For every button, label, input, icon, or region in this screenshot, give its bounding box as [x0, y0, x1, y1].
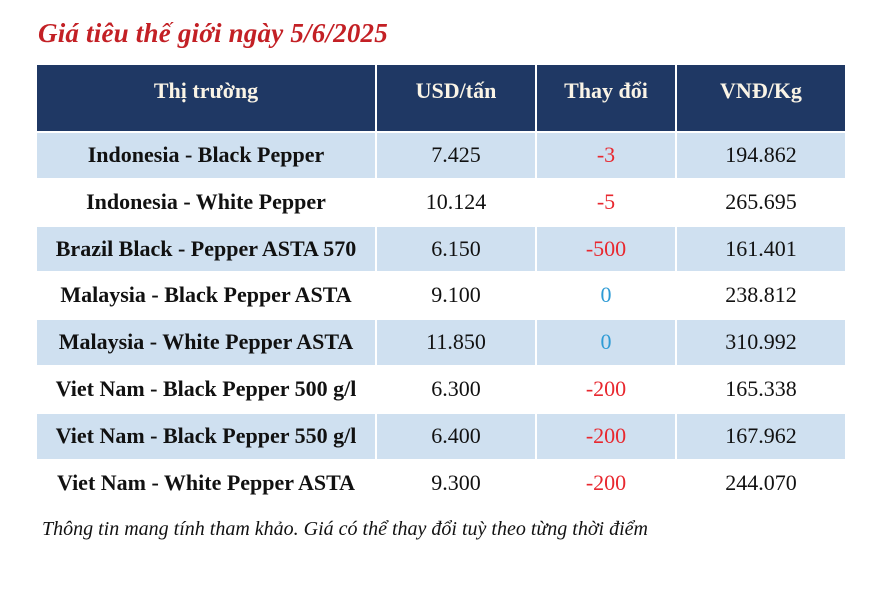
disclaimer-note: Thông tin mang tính tham khảo. Giá có th… [42, 517, 648, 540]
usd-cell: 10.124 [375, 177, 537, 227]
column-header-market: Thị trường [35, 63, 377, 133]
table-row: Brazil Black - Pepper ASTA 570 6.150 -50… [35, 224, 847, 274]
change-cell: -200 [535, 411, 677, 461]
table-row: Viet Nam - Black Pepper 550 g/l 6.400 -2… [35, 411, 847, 461]
market-cell: Indonesia - Black Pepper [35, 131, 377, 180]
usd-cell: 6.300 [375, 365, 537, 414]
page-title: Giá tiêu thế giới ngày 5/6/2025 [38, 18, 388, 48]
vnd-cell: 238.812 [675, 271, 847, 321]
market-cell: Viet Nam - Black Pepper 500 g/l [35, 365, 377, 414]
vnd-cell: 194.862 [675, 131, 847, 180]
change-cell: -5 [535, 177, 677, 227]
table-body: Indonesia - Black Pepper 7.425 -3 194.86… [35, 131, 847, 508]
column-header-vnd: VNĐ/Kg [675, 63, 847, 133]
vnd-cell: 244.070 [675, 458, 847, 508]
vnd-cell: 310.992 [675, 318, 847, 368]
table-row: Viet Nam - Black Pepper 500 g/l 6.300 -2… [35, 365, 847, 414]
market-cell: Malaysia - White Pepper ASTA [35, 318, 377, 368]
market-cell: Malaysia - Black Pepper ASTA [35, 271, 377, 321]
pepper-price-table: Thị trường USD/tấn Thay đổi VNĐ/Kg Indon… [35, 63, 847, 508]
table-row: Malaysia - White Pepper ASTA 11.850 0 31… [35, 318, 847, 368]
column-header-usd: USD/tấn [375, 63, 537, 133]
change-cell: -3 [535, 131, 677, 180]
table-row: Malaysia - Black Pepper ASTA 9.100 0 238… [35, 271, 847, 321]
usd-cell: 6.150 [375, 224, 537, 274]
market-cell: Viet Nam - Black Pepper 550 g/l [35, 411, 377, 461]
market-cell: Indonesia - White Pepper [35, 177, 377, 227]
usd-cell: 7.425 [375, 131, 537, 180]
vnd-cell: 265.695 [675, 177, 847, 227]
vnd-cell: 167.962 [675, 411, 847, 461]
usd-cell: 11.850 [375, 318, 537, 368]
vnd-cell: 165.338 [675, 365, 847, 414]
market-cell: Brazil Black - Pepper ASTA 570 [35, 224, 377, 274]
table-row: Indonesia - Black Pepper 7.425 -3 194.86… [35, 131, 847, 180]
usd-cell: 6.400 [375, 411, 537, 461]
change-cell: 0 [535, 271, 677, 321]
vnd-cell: 161.401 [675, 224, 847, 274]
usd-cell: 9.100 [375, 271, 537, 321]
table-row: Indonesia - White Pepper 10.124 -5 265.6… [35, 177, 847, 227]
change-cell: -500 [535, 224, 677, 274]
column-header-change: Thay đổi [535, 63, 677, 133]
change-cell: 0 [535, 318, 677, 368]
change-cell: -200 [535, 365, 677, 414]
header-row: Thị trường USD/tấn Thay đổi VNĐ/Kg [35, 63, 847, 133]
change-cell: -200 [535, 458, 677, 508]
usd-cell: 9.300 [375, 458, 537, 508]
table-row: Viet Nam - White Pepper ASTA 9.300 -200 … [35, 458, 847, 508]
market-cell: Viet Nam - White Pepper ASTA [35, 458, 377, 508]
table-header: Thị trường USD/tấn Thay đổi VNĐ/Kg [35, 63, 847, 133]
